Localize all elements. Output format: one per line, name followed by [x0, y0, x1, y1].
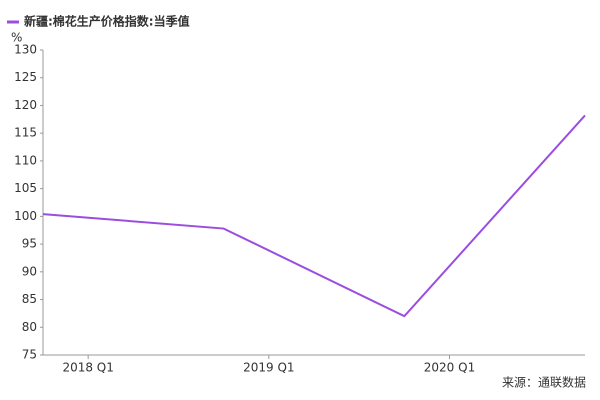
x-tick-label: 2018 Q1	[62, 361, 113, 375]
y-tick-label: 105	[14, 181, 37, 195]
y-tick-label: 90	[22, 264, 37, 278]
y-tick-label: 115	[14, 126, 37, 140]
y-tick-label: 130	[14, 43, 37, 57]
y-tick-label: 75	[22, 348, 37, 362]
x-tick-label: 2019 Q1	[243, 361, 294, 375]
y-tick-label: 80	[22, 320, 37, 334]
data-line	[42, 114, 586, 318]
y-tick-label: 110	[14, 153, 37, 167]
y-unit: %	[11, 31, 22, 45]
y-tick-label: 120	[14, 98, 37, 112]
y-tick-label: 95	[22, 237, 37, 251]
legend-label: 新疆:棉花生产价格指数:当季值	[24, 14, 190, 29]
x-tick-label: 2020 Q1	[424, 361, 475, 375]
y-tick-label: 125	[14, 70, 37, 84]
y-tick-label: 85	[22, 292, 37, 306]
y-tick-label: 100	[14, 209, 37, 223]
source: 来源：通联数据	[502, 375, 586, 390]
